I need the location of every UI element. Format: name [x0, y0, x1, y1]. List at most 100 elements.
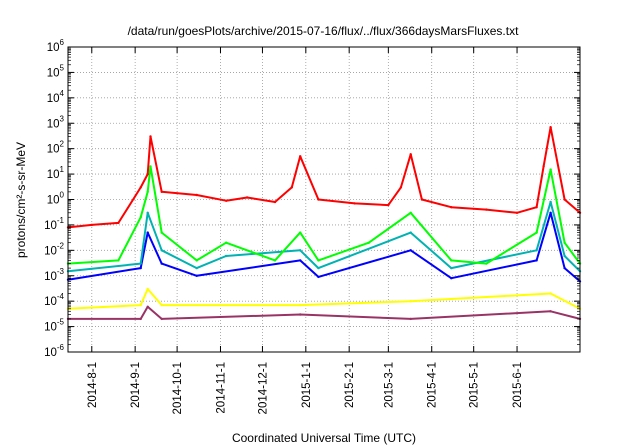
y-tick-exponent: 4	[60, 89, 65, 98]
x-tick-label: 2015-4-1	[427, 362, 439, 408]
x-tick-label: 2015-5-1	[469, 362, 481, 408]
flux-data-point	[549, 211, 552, 214]
flux-data-point	[224, 199, 228, 202]
x-tick-label: 2015-2-1	[344, 362, 356, 408]
flux-data-point	[563, 241, 566, 244]
x-tick-label: 2014-12-1	[257, 362, 269, 414]
y-tick-base: 10	[44, 322, 57, 334]
flux-data-point	[273, 259, 277, 262]
grid-lines	[68, 47, 580, 352]
y-tick-base: 10	[47, 93, 60, 105]
flux-data-point	[399, 186, 403, 189]
flux-data-point	[299, 155, 302, 158]
flux-data-point	[139, 303, 142, 307]
x-tick-label: 2014-8-1	[87, 362, 99, 408]
flux-series-line	[67, 211, 581, 283]
y-tick-base: 10	[47, 169, 60, 181]
y-tick-label: 10-1	[44, 216, 64, 232]
flux-data-point	[563, 266, 566, 270]
y-tick-base: 10	[44, 271, 57, 283]
y-tick-exponent: -4	[57, 292, 65, 301]
x-tick-label: 2014-11-1	[215, 362, 227, 414]
flux-data-point	[146, 231, 149, 234]
flux-data-point	[387, 203, 390, 207]
y-tick-exponent: -2	[57, 241, 65, 250]
y-tick-label: 10-4	[44, 292, 64, 308]
flux-data-point	[224, 254, 228, 258]
flux-data-point	[409, 211, 412, 214]
y-tick-base: 10	[47, 144, 60, 156]
flux-data-point	[409, 231, 412, 234]
y-tick-label: 101	[47, 165, 65, 181]
flux-series-line	[67, 201, 581, 273]
flux-data-point	[409, 153, 412, 156]
flux-data-point	[450, 259, 453, 262]
flux-data-point	[160, 317, 163, 321]
y-tick-exponent: -5	[57, 318, 65, 327]
x-axis-label: Coordinated Universal Time (UTC)	[232, 431, 416, 445]
y-tick-label: 104	[47, 89, 65, 105]
flux-data-point	[139, 266, 142, 270]
flux-data-point	[549, 292, 552, 295]
flux-data-point	[195, 274, 198, 277]
flux-data-point	[195, 259, 198, 262]
flux-data-point	[290, 186, 293, 189]
flux-data-point	[535, 249, 538, 252]
flux-data-point	[299, 259, 302, 262]
y-tick-base: 10	[47, 195, 60, 207]
x-tick-label: 2015-6-1	[512, 362, 524, 408]
y-tick-exponent: 1	[60, 165, 65, 174]
y-tick-exponent: 6	[60, 38, 65, 47]
y-tick-base: 10	[44, 220, 57, 232]
flux-data-point	[299, 303, 302, 307]
y-tick-label: 105	[47, 63, 65, 79]
flux-data-point	[450, 277, 453, 280]
flux-data-point	[160, 262, 163, 265]
flux-data-point	[195, 266, 198, 270]
flux-data-point	[195, 193, 198, 197]
y-tick-label: 10-3	[44, 267, 64, 283]
flux-data-point	[149, 135, 152, 138]
flux-data-point	[149, 165, 152, 168]
chart-title: /data/run/goesPlots/archive/2015-07-16/f…	[128, 24, 520, 38]
flux-data-point	[117, 259, 120, 262]
flux-data-point	[485, 262, 488, 265]
y-tick-base: 10	[47, 42, 60, 54]
y-axis-label: protons/cm²-s-sr-MeV	[14, 142, 28, 258]
x-tick-label: 2014-10-1	[172, 362, 184, 414]
flux-data-point	[353, 202, 356, 205]
flux-data-point	[139, 216, 142, 219]
y-tick-base: 10	[44, 347, 57, 359]
y-tick-exponent: -1	[57, 216, 65, 225]
flux-data-point	[409, 317, 412, 321]
flux-data-point	[420, 198, 424, 201]
y-tick-base: 10	[47, 118, 60, 130]
flux-data-point	[160, 249, 163, 252]
y-tick-exponent: -6	[57, 343, 65, 352]
flux-data-point	[139, 262, 142, 265]
series-layer	[66, 126, 582, 321]
flux-data-point	[245, 196, 249, 199]
y-tick-base: 10	[44, 245, 57, 257]
y-tick-label: 103	[47, 114, 65, 130]
y-tick-label: 10-2	[44, 241, 64, 257]
flux-data-point	[485, 208, 488, 211]
flux-data-point	[535, 259, 538, 262]
flux-data-point	[450, 266, 453, 270]
flux-series-line	[67, 288, 581, 310]
y-tick-exponent: 3	[60, 114, 65, 123]
y-tick-exponent: -3	[57, 267, 65, 276]
flux-data-point	[409, 249, 412, 252]
y-tick-exponent: 5	[60, 63, 65, 72]
flux-data-point	[549, 126, 552, 129]
flux-data-point	[563, 254, 566, 258]
x-tick-label: 2015-3-1	[383, 362, 395, 408]
flux-data-point	[299, 249, 302, 252]
flux-data-point	[160, 190, 163, 193]
flux-data-point	[299, 313, 302, 316]
y-tick-exponent: 0	[60, 191, 65, 200]
flux-series-line	[68, 305, 581, 320]
flux-data-point	[117, 221, 120, 225]
flux-data-point	[542, 165, 545, 168]
x-tick-label: 2014-9-1	[130, 362, 142, 408]
